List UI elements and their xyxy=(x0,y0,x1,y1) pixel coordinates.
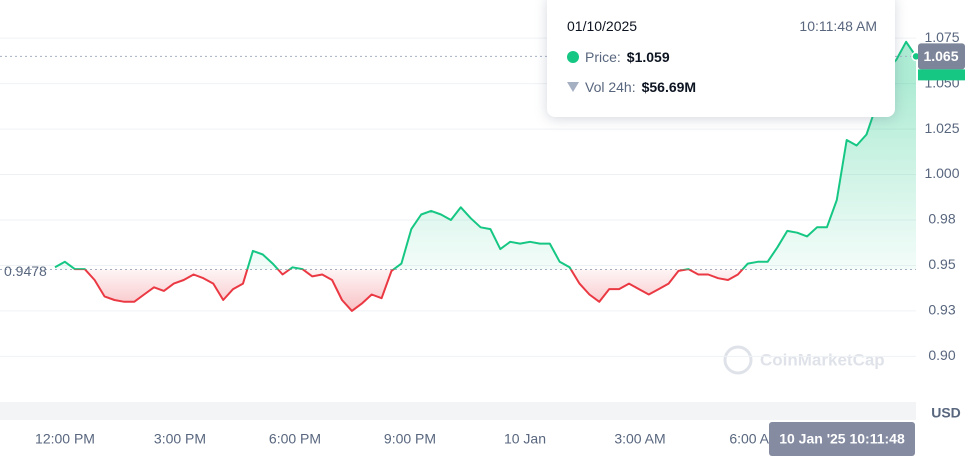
volume-icon xyxy=(567,82,579,92)
watermark: CoinMarketCap xyxy=(723,345,885,375)
current-time-tag xyxy=(769,422,915,456)
price-line xyxy=(54,40,917,312)
volume-label: Vol 24h: xyxy=(585,79,636,95)
area-fill xyxy=(55,41,916,311)
y-tick-label: 0.90 xyxy=(928,347,955,363)
y-tick-label: 1.000 xyxy=(924,165,959,181)
volume-value: $56.69M xyxy=(641,79,697,95)
tooltip-date: 01/10/2025 xyxy=(567,18,638,34)
x-tick-label: 3:00 AM xyxy=(614,431,665,447)
y-tick-label: 1.025 xyxy=(924,120,959,136)
x-tick-label: 6:00 AM xyxy=(729,431,780,447)
watermark-text: CoinMarketCap xyxy=(760,350,885,369)
baseline-label: 0.9478 xyxy=(4,263,47,279)
price-value: $1.059 xyxy=(626,49,670,65)
tooltip-time: 10:11:48 AM xyxy=(799,18,877,34)
tooltip-price-row: Price: $1.059 xyxy=(567,49,670,65)
tooltip: 01/10/2025 10:11:48 AM Price: $1.059 Vol… xyxy=(547,0,895,117)
price-dot xyxy=(567,51,579,63)
y-tick-label: 1.075 xyxy=(924,29,959,45)
current-price-label: 1.065 xyxy=(923,48,958,64)
tooltip-volume-row: Vol 24h: $56.69M xyxy=(567,79,696,95)
price-label: Price: xyxy=(585,49,621,65)
x-tick-label: 3:00 PM xyxy=(154,431,206,447)
volume-band xyxy=(0,402,916,420)
y-tick-label: 0.95 xyxy=(928,256,955,272)
y-tick-label: 0.98 xyxy=(928,211,955,227)
current-price-tag xyxy=(918,43,965,70)
x-tick-label: 10 Jan xyxy=(504,431,546,447)
x-tick-label: 6:00 PM xyxy=(269,431,321,447)
x-tick-label: 9:00 PM xyxy=(384,431,436,447)
current-price-tag-lower xyxy=(918,69,965,81)
y-unit: USD xyxy=(931,405,961,421)
x-tick-label: 12:00 PM xyxy=(35,431,95,447)
current-time-label: 10 Jan '25 10:11:48 xyxy=(779,431,905,447)
y-tick-label: 0.93 xyxy=(928,302,955,318)
